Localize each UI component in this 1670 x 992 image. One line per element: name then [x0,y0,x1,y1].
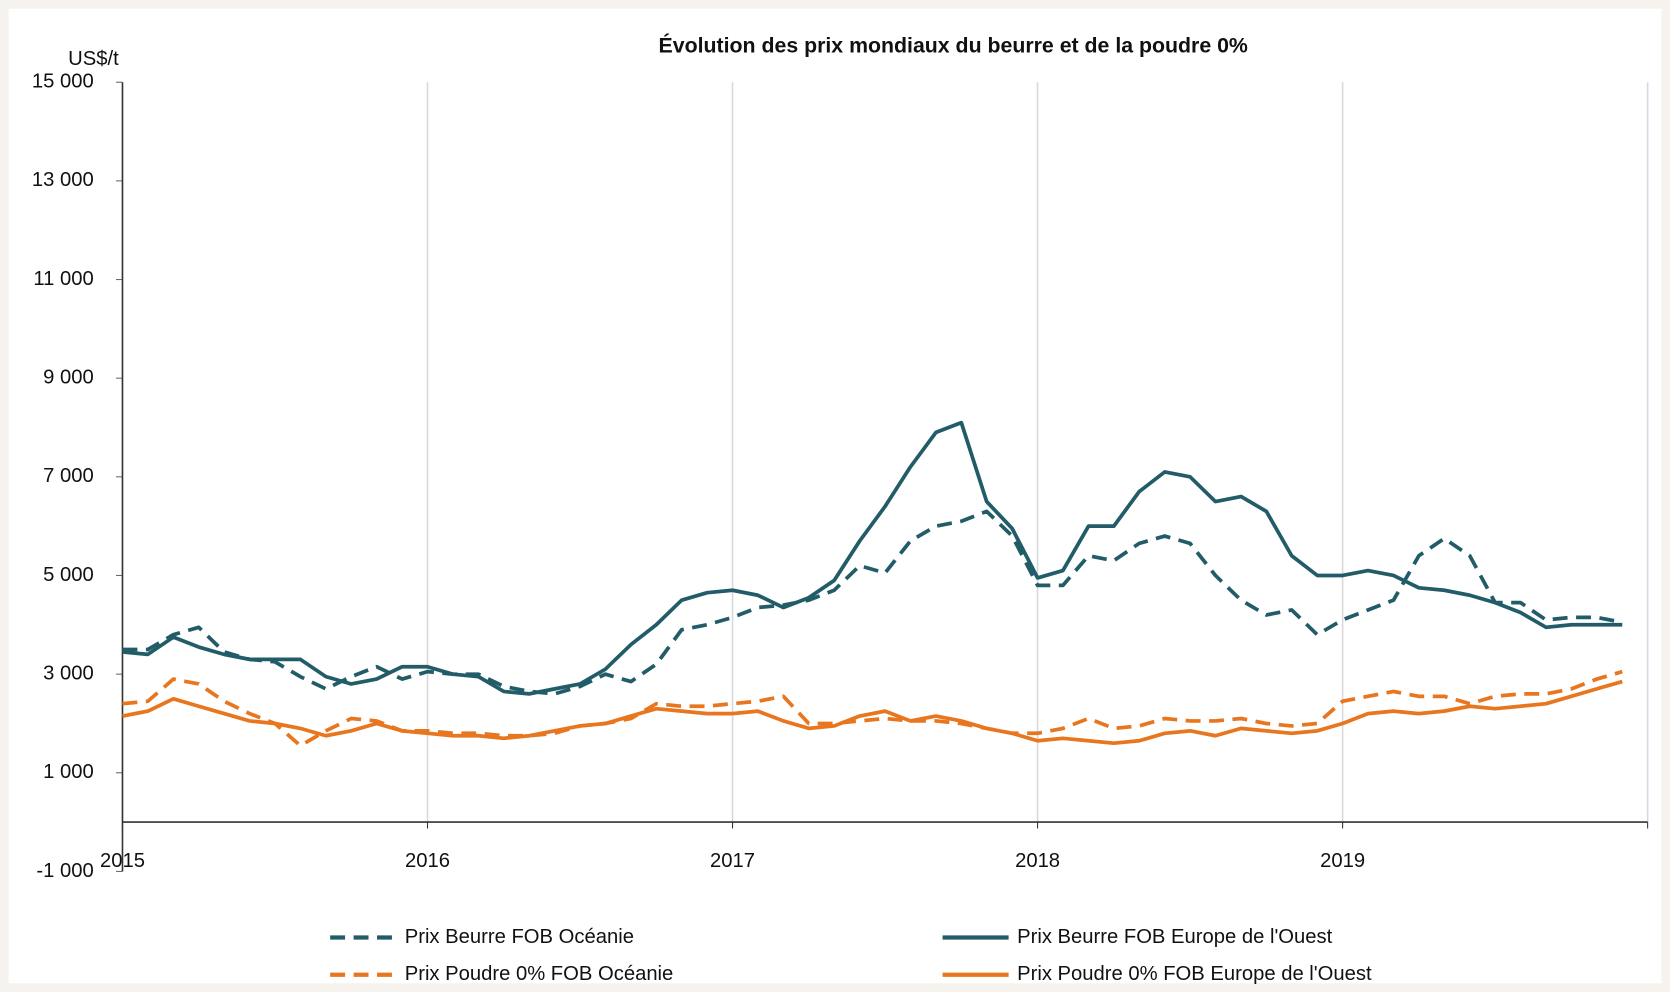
y-tick-label: 11 000 [33,268,93,290]
y-tick-label: 13 000 [32,169,94,191]
series-line [122,420,1623,696]
y-tick-label: 7 000 [43,465,94,487]
legend-label: Prix Beurre FOB Europe de l'Ouest [1017,926,1333,948]
y-tick-label: 9 000 [43,367,94,389]
series-line [122,669,1623,748]
x-tick-label: 2019 [1320,850,1365,872]
x-tick-label: 2016 [405,850,450,872]
legend-label: Prix Poudre 0% FOB Océanie [405,963,674,985]
series-line [122,679,1623,746]
y-tick-label: -1 000 [36,860,93,882]
y-tick-label: 5 000 [43,564,94,586]
series-line [122,509,1623,696]
x-tick-label: 2018 [1015,850,1060,872]
chart-title: Évolution des prix mondiaux du beurre et… [659,33,1248,58]
y-axis-title: US$/t [68,48,119,70]
y-tick-label: 15 000 [32,71,94,93]
x-tick-label: 2017 [710,850,755,872]
legend-label: Prix Poudre 0% FOB Europe de l'Ouest [1017,963,1372,985]
y-tick-label: 3 000 [43,662,94,684]
plot-background [8,8,1662,984]
y-tick-label: 1 000 [43,761,94,783]
legend-label: Prix Beurre FOB Océanie [405,926,634,948]
